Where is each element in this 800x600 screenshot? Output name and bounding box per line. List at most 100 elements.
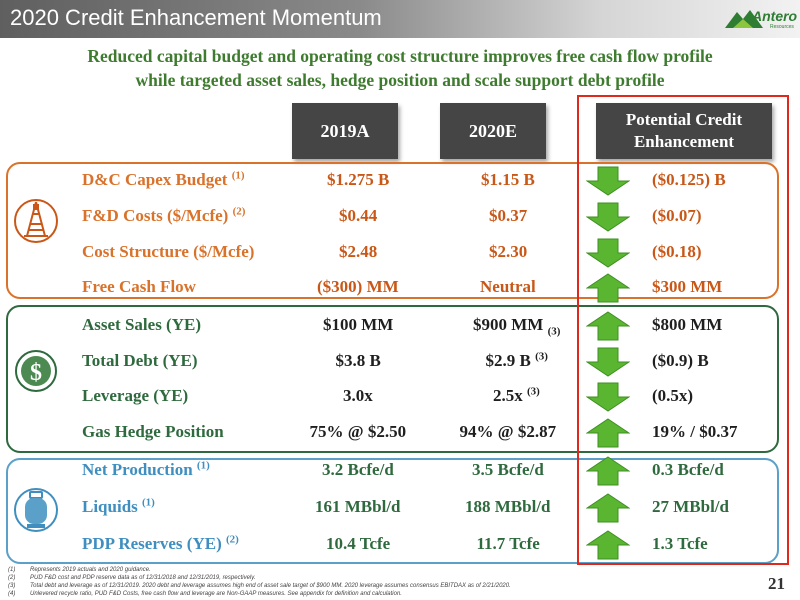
metric-label: Cost Structure ($/Mcfe) [82, 241, 254, 263]
cell-text: Asset Sales (YE) [82, 315, 201, 334]
footnotes: (1) Represents 2019 actuals and 2020 guid… [8, 566, 728, 598]
arrow-up-icon [586, 456, 630, 486]
cell-text: PDP Reserves (YE) [82, 534, 222, 553]
subtitle: Reduced capital budget and operating cos… [0, 44, 800, 92]
credit-enhancement-value: 0.3 Bcfe/d [652, 459, 724, 481]
footnote-text: PUD F&D cost and PDP reserve data as of … [30, 575, 256, 581]
page-title: 2020 Credit Enhancement Momentum [10, 5, 382, 30]
credit-enhancement-value: $300 MM [652, 276, 722, 298]
cell-text: 19% / $0.37 [652, 422, 738, 441]
metric-label: PDP Reserves (YE) (2) [82, 533, 239, 555]
cell-text: $1.15 B [481, 170, 535, 189]
value-2019: 75% @ $2.50 [310, 421, 407, 443]
cell-text: 1.3 Tcfe [652, 534, 708, 553]
cell-text: 11.7 Tcfe [476, 534, 540, 553]
footnote-marker: (1) [142, 496, 155, 509]
column-header-line-2: Enhancement [633, 132, 735, 151]
footnote-number: (2) [8, 575, 16, 581]
credit-enhancement-value: 27 MBbl/d [652, 496, 729, 518]
arrow-up-icon [586, 530, 630, 560]
footnote-marker: (1) [196, 459, 210, 472]
footnote-marker: (3) [527, 385, 540, 398]
cell-text: $2.48 [339, 242, 378, 261]
production-group [6, 458, 779, 564]
subtitle-line-2: while targeted asset sales, hedge positi… [135, 70, 665, 90]
value-2019: $3.8 B [336, 350, 381, 372]
cell-text: 10.4 Tcfe [326, 534, 391, 553]
value-2020: $900 MM (3) [473, 314, 561, 338]
cell-text: (0.5x) [652, 386, 694, 405]
cell-text: ($0.07) [652, 206, 702, 225]
cell-text: $2.9 B [485, 351, 531, 370]
metric-label: Leverage (YE) [82, 385, 188, 407]
value-2019: $100 MM [323, 314, 393, 336]
value-2020: $1.15 B [481, 169, 535, 191]
cell-text: 161 MBbl/d [315, 497, 401, 516]
footnote-number: (4) [8, 591, 16, 597]
logo-subtext: Resources [770, 24, 794, 30]
arrow-up-icon [586, 418, 630, 448]
dollar-coin-icon: $ [15, 350, 57, 392]
cell-text: 75% @ $2.50 [309, 422, 407, 441]
cell-text: Total Debt (YE) [82, 351, 198, 370]
value-2019: $0.44 [339, 205, 377, 227]
credit-enhancement-value: ($0.18) [652, 241, 702, 263]
cell-text: Liquids [82, 497, 138, 516]
cell-text: $0.37 [489, 206, 528, 225]
column-header-potential-credit-enhancement: Potential Credit Enhancement [596, 103, 772, 159]
cell-text: $2.30 [489, 242, 528, 261]
value-2019: 10.4 Tcfe [326, 533, 390, 555]
footnote: (2) PUD F&D cost and PDP reserve data as … [8, 574, 728, 582]
balance-sheet-group [6, 305, 779, 453]
arrow-down-icon [586, 238, 630, 268]
footnote-marker-sub: (3) [547, 325, 561, 338]
cell-text: Free Cash Flow [82, 277, 196, 296]
cell-text: ($0.9) B [652, 351, 709, 370]
subtitle-line-1: Reduced capital budget and operating cos… [87, 46, 713, 66]
column-header-line-1: Potential Credit [625, 110, 743, 129]
cost-metrics-group [6, 162, 779, 299]
cell-text: 94% @ $2.87 [459, 422, 557, 441]
footnote-marker: (1) [231, 169, 245, 182]
metric-label: D&C Capex Budget (1) [82, 169, 245, 191]
cell-text: $900 MM [473, 315, 544, 334]
cell-text: 27 MBbl/d [652, 497, 729, 516]
arrow-up-icon [586, 273, 630, 303]
value-2019: 3.2 Bcfe/d [322, 459, 394, 481]
cell-text: ($300) MM [317, 277, 399, 296]
column-header-2020e: 2020E [440, 103, 546, 159]
footnote-marker: (2) [226, 533, 239, 546]
value-2019: $1.275 B [327, 169, 389, 191]
cell-text: ($0.18) [652, 242, 702, 261]
footnote: (4) Unlevered recycle ratio, PUD F&D Cost… [8, 590, 728, 598]
cell-text: ($0.125) B [652, 170, 726, 189]
page-number: 21 [768, 574, 785, 593]
cell-text: 0.3 Bcfe/d [652, 460, 724, 479]
credit-enhancement-value: $800 MM [652, 314, 722, 336]
metric-label: Asset Sales (YE) [82, 314, 201, 336]
value-2020: $2.30 [489, 241, 527, 263]
cell-text: Neutral [480, 277, 536, 296]
value-2020: 11.7 Tcfe [477, 533, 540, 555]
credit-enhancement-value: 1.3 Tcfe [652, 533, 708, 555]
footnote-number: (3) [8, 583, 16, 589]
metric-label: Total Debt (YE) [82, 350, 198, 372]
value-2020: 3.5 Bcfe/d [472, 459, 544, 481]
value-2019: ($300) MM [317, 276, 399, 298]
arrow-down-icon [586, 382, 630, 412]
cell-text: $800 MM [652, 315, 723, 334]
credit-enhancement-value: ($0.9) B [652, 350, 709, 372]
logo-text: Antero [752, 8, 798, 24]
cell-text: 3.2 Bcfe/d [322, 460, 394, 479]
arrow-down-icon [586, 166, 630, 196]
value-2020: $2.9 B (3) [486, 350, 548, 372]
metric-label: F&D Costs ($/Mcfe) (2) [82, 205, 245, 227]
value-2020: 94% @ $2.87 [460, 421, 557, 443]
footnote-text: Total debt and leverage as of 12/31/2019… [30, 583, 511, 589]
metric-label: Liquids (1) [82, 496, 155, 518]
footnote: (3) Total debt and leverage as of 12/31/2… [8, 582, 728, 590]
cell-text: $100 MM [323, 315, 394, 334]
value-2020: Neutral [480, 276, 536, 298]
cell-text: 3.0x [343, 386, 373, 405]
metric-label: Gas Hedge Position [82, 421, 224, 443]
